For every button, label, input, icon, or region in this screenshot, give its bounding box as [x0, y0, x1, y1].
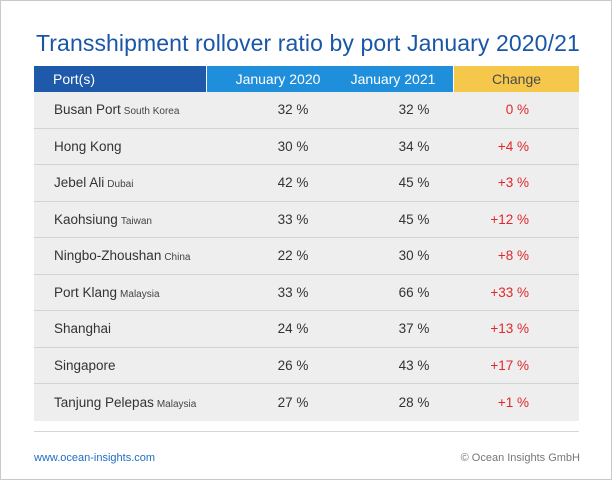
value-change: +1 % [497, 394, 529, 410]
value-january-2021: 37 % [398, 321, 430, 337]
bottom-divider [34, 431, 579, 432]
value-change: +4 % [497, 138, 529, 154]
table-row: Kaohsiung Taiwan 33 % 45 % +12 % [34, 202, 579, 238]
port-country: China [164, 252, 191, 264]
value-change: +3 % [497, 175, 529, 191]
value-change: +8 % [497, 248, 529, 264]
value-january-2020: 30 % [277, 138, 309, 154]
ratio-table: Port(s) January 2020 January 2021 Change… [34, 66, 579, 421]
value-change: +13 % [490, 321, 529, 337]
port-cell: Busan Port South Korea [34, 102, 224, 117]
header-port: Port(s) [34, 66, 206, 92]
value-january-2021: 34 % [398, 138, 430, 154]
value-january-2020: 42 % [277, 175, 309, 191]
value-january-2020: 32 % [277, 102, 309, 118]
value-january-2021: 43 % [398, 357, 430, 373]
header-years-group: January 2020 January 2021 [207, 66, 453, 92]
table-row: Tanjung Pelepas Malaysia 27 % 28 % +1 % [34, 384, 579, 421]
port-country: Malaysia [156, 398, 197, 410]
port-cell: Shanghai [34, 321, 224, 336]
port-name: Tanjung Pelepas [54, 394, 154, 410]
value-january-2021: 32 % [398, 102, 430, 118]
table-header: Port(s) January 2020 January 2021 Change [34, 66, 579, 92]
value-january-2021: 45 % [398, 175, 430, 191]
website-link[interactable]: www.ocean-insights.com [34, 452, 156, 464]
port-name: Ningbo-Zhoushan [54, 248, 162, 264]
header-change: Change [454, 66, 579, 92]
port-name: Shanghai [54, 321, 112, 337]
port-name: Singapore [54, 357, 116, 373]
value-change: 0 % [505, 102, 529, 118]
value-january-2020: 33 % [277, 284, 309, 300]
port-country: Malaysia [120, 288, 160, 300]
value-january-2020: 33 % [277, 211, 309, 227]
port-cell: Hong Kong [34, 139, 224, 154]
value-january-2020: 24 % [277, 321, 309, 337]
table-row: Shanghai 24 % 37 % +13 % [34, 311, 579, 348]
port-country: Dubai [107, 179, 134, 191]
header-january-2020: January 2020 [235, 71, 321, 87]
port-country: South Korea [123, 106, 180, 118]
port-name: Busan Port [54, 102, 121, 118]
value-january-2021: 66 % [398, 284, 430, 300]
table-row: Busan Port South Korea 32 % 32 % 0 % [34, 92, 579, 129]
value-january-2021: 45 % [398, 211, 430, 227]
port-name: Port Klang [54, 284, 118, 300]
table-row: Ningbo-Zhoushan China 22 % 30 % +8 % [34, 238, 579, 275]
table-row: Jebel Ali Dubai 42 % 45 % +3 % [34, 165, 579, 202]
port-cell: Tanjung Pelepas Malaysia [34, 395, 224, 410]
value-january-2021: 28 % [398, 394, 430, 410]
header-january-2021: January 2021 [350, 71, 436, 87]
value-change: +17 % [490, 357, 529, 373]
value-change: +33 % [490, 284, 529, 300]
table-row: Singapore 26 % 43 % +17 % [34, 348, 579, 384]
table-body: Busan Port South Korea 32 % 32 % 0 % Hong Kon… [34, 92, 579, 421]
port-cell: Jebel Ali Dubai [34, 175, 224, 190]
port-country: Taiwan [120, 215, 152, 227]
port-cell: Ningbo-Zhoushan China [34, 248, 224, 263]
value-january-2020: 27 % [277, 394, 309, 410]
value-january-2020: 22 % [277, 248, 309, 264]
table-row: Hong Kong 30 % 34 % +4 % [34, 129, 579, 165]
value-january-2021: 30 % [398, 248, 430, 264]
port-name: Jebel Ali [54, 175, 105, 191]
table-row: Port Klang Malaysia 33 % 66 % +33 % [34, 275, 579, 311]
port-name: Hong Kong [54, 138, 122, 154]
port-cell: Kaohsiung Taiwan [34, 212, 224, 227]
copyright-text: © Ocean Insights GmbH [460, 452, 580, 464]
chart-title: Transshipment rollover ratio by port Jan… [36, 30, 580, 56]
value-change: +12 % [490, 211, 529, 227]
value-january-2020: 26 % [277, 357, 309, 373]
port-name: Kaohsiung [54, 211, 118, 227]
port-cell: Singapore [34, 358, 224, 373]
port-cell: Port Klang Malaysia [34, 285, 224, 300]
